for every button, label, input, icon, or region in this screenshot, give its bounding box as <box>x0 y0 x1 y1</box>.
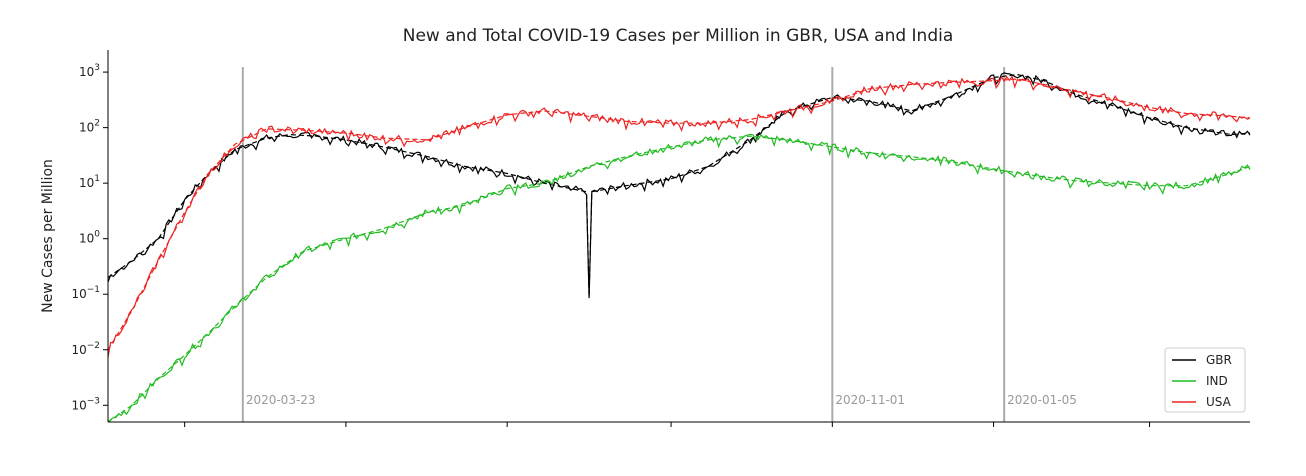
legend: GBR IND USA <box>1164 347 1246 413</box>
vline-label-2: 2020-01-05 <box>1007 393 1077 407</box>
chart-title: New and Total COVID-19 Cases per Million… <box>403 26 954 46</box>
y-tick-label-1: 10−2 <box>71 341 100 357</box>
series-trend-USA <box>107 78 1251 351</box>
reference-lines: 2020-03-23 2020-11-01 2020-01-05 <box>241 67 1077 422</box>
vline-label-1: 2020-11-01 <box>835 393 905 407</box>
legend-box <box>1164 347 1246 413</box>
y-tick-label-2: 10−1 <box>71 285 100 301</box>
y-tick-label-4: 101 <box>79 174 100 190</box>
legend-label-USA: USA <box>1206 395 1232 409</box>
legend-label-IND: IND <box>1206 374 1228 388</box>
legend-label-GBR: GBR <box>1206 353 1232 367</box>
series-trend-GBR <box>107 73 1251 297</box>
y-tick-label-6: 103 <box>79 63 100 79</box>
y-tick-label-5: 102 <box>79 119 100 135</box>
y-tick-label-0: 10−3 <box>71 396 100 412</box>
axes <box>107 50 1250 423</box>
vline-label-0: 2020-03-23 <box>246 393 316 407</box>
series-line-GBR <box>107 72 1251 299</box>
series-lines <box>107 72 1251 423</box>
y-axis-label: New Cases per Million <box>40 159 56 313</box>
y-tick-label-3: 100 <box>79 230 100 246</box>
series-line-IND <box>107 133 1251 423</box>
ticks: 10−3 10−2 10−1 100 101 102 103 <box>71 63 1151 427</box>
series-line-USA <box>107 75 1251 358</box>
